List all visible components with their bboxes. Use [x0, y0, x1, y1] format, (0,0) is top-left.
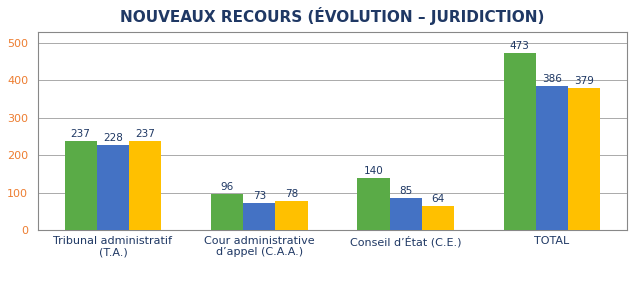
Text: 237: 237	[135, 130, 155, 140]
Text: 473: 473	[510, 41, 530, 51]
Bar	[97, 145, 129, 230]
Bar	[211, 194, 243, 230]
Bar	[65, 141, 97, 230]
Text: 140: 140	[363, 166, 384, 176]
Text: 228: 228	[103, 133, 123, 143]
Text: 64: 64	[431, 194, 444, 204]
Text: 78: 78	[285, 189, 298, 199]
Bar	[275, 201, 307, 230]
Bar	[243, 203, 275, 230]
Text: 386: 386	[542, 74, 562, 84]
Bar	[568, 88, 600, 230]
Title: NOUVEAUX RECOURS (ÉVOLUTION – JURIDICTION): NOUVEAUX RECOURS (ÉVOLUTION – JURIDICTIO…	[120, 7, 545, 25]
Bar	[536, 86, 568, 230]
Text: 237: 237	[71, 130, 91, 140]
Bar	[503, 53, 536, 230]
Bar	[422, 206, 454, 230]
Text: 73: 73	[252, 191, 266, 201]
Text: 379: 379	[574, 76, 594, 86]
Text: 96: 96	[221, 182, 234, 192]
Bar	[358, 178, 389, 230]
Text: 85: 85	[399, 186, 412, 196]
Bar	[389, 198, 422, 230]
Bar	[129, 141, 161, 230]
